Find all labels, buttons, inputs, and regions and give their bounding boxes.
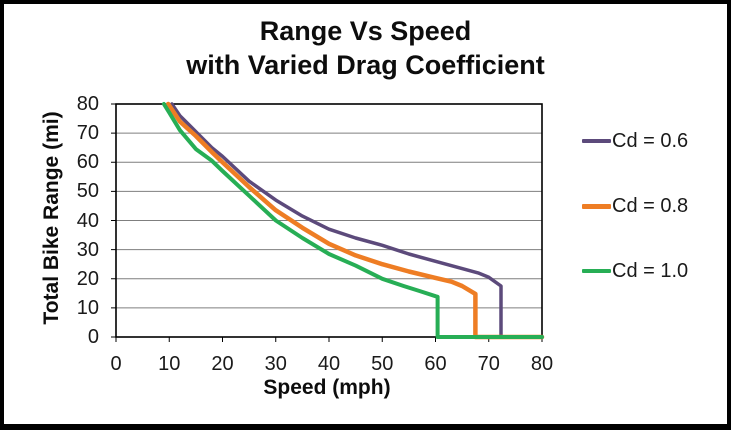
legend-item: Cd = 0.8: [582, 195, 688, 217]
y-tick-label: 50: [76, 180, 99, 203]
legend-line-swatch-icon: [582, 139, 611, 143]
legend-line-swatch-icon: [582, 203, 611, 209]
y-tick-label: 40: [76, 209, 99, 232]
x-tick-label: 0: [110, 353, 122, 375]
legend-label: Cd = 1.0: [612, 259, 689, 282]
legend-label: Cd = 0.8: [612, 194, 689, 217]
x-tick-label: 70: [477, 353, 500, 375]
plot-area: [111, 101, 545, 342]
x-axis-title: Speed (mph): [263, 376, 391, 399]
legend-label: Cd = 0.6: [612, 129, 689, 152]
legend-line-swatch-icon: [582, 269, 611, 273]
y-tick-label: 0: [87, 326, 99, 348]
y-tick-label: 30: [76, 238, 99, 261]
legend: Cd = 0.6 Cd = 0.8 Cd = 1.0: [582, 130, 688, 282]
x-tick-label: 50: [371, 353, 394, 375]
x-tick-label: 30: [264, 353, 287, 375]
x-tick-label: 60: [424, 353, 447, 375]
x-tick-label: 40: [317, 353, 341, 375]
legend-item: Cd = 0.6: [582, 130, 688, 152]
y-tick-label: 10: [76, 296, 99, 319]
chart-title: Range Vs Speed with Varied Drag Coeffici…: [4, 14, 727, 82]
y-tick-label: 70: [76, 122, 99, 145]
y-tick-label: 20: [76, 267, 99, 290]
x-tick-label: 20: [211, 353, 234, 375]
y-tick-label: 60: [76, 151, 99, 174]
x-tick-label: 10: [158, 353, 181, 375]
y-tick-label: 80: [76, 93, 99, 115]
chart-title-line2: with Varied Drag Coefficient: [186, 50, 545, 80]
legend-item: Cd = 1.0: [582, 260, 688, 282]
chart-title-line1: Range Vs Speed: [259, 16, 472, 46]
x-tick-label: 80: [530, 353, 554, 375]
